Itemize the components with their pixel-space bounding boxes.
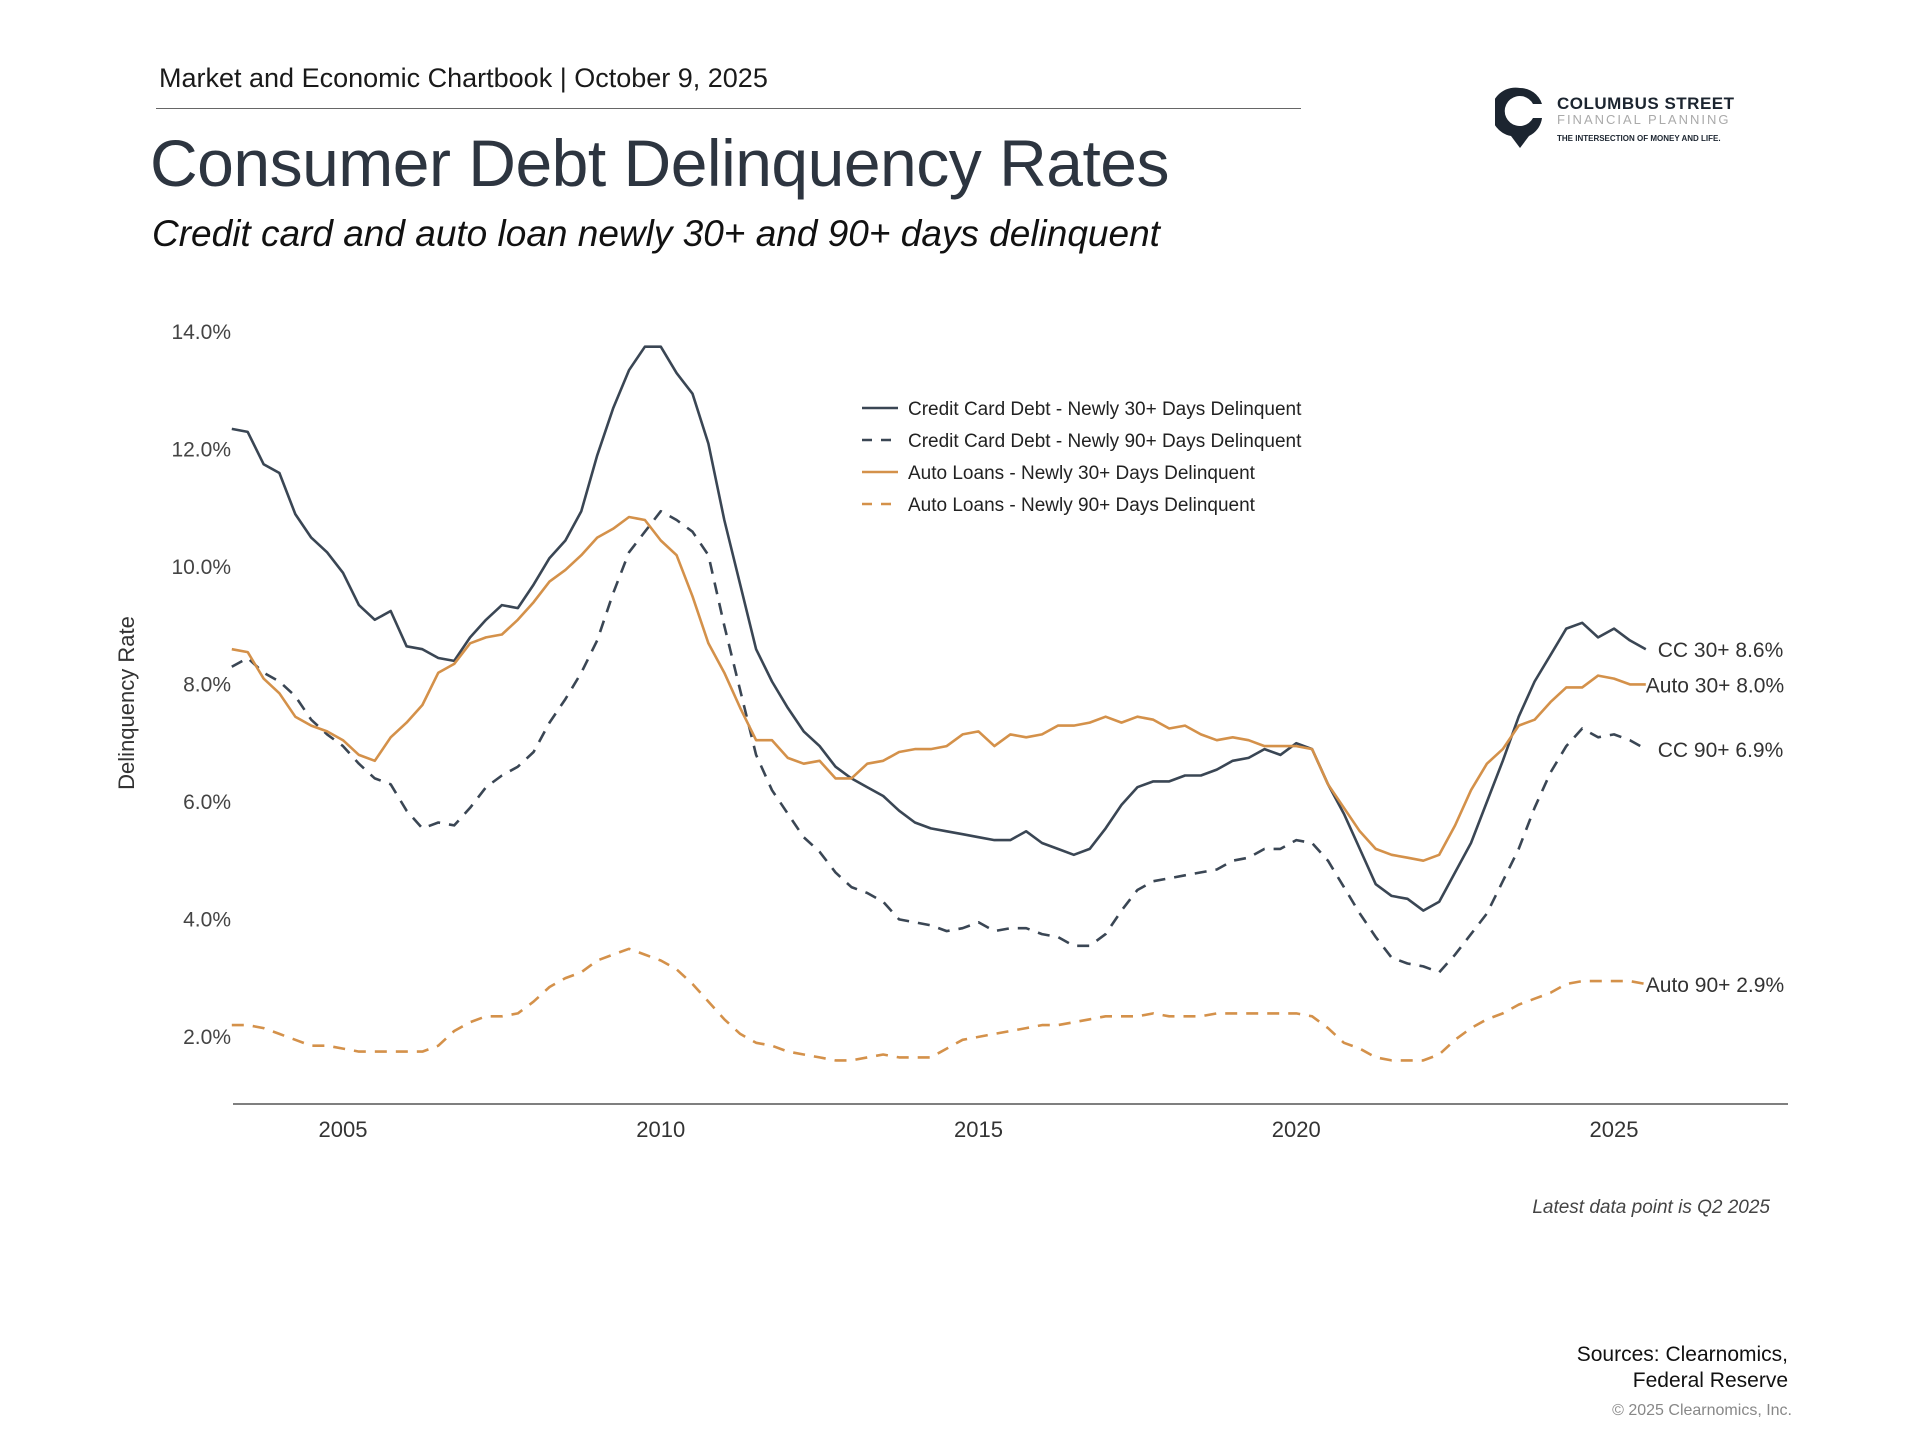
y-tick-label: 10.0%	[171, 556, 231, 579]
series-end-label: CC 30+ 8.6%	[1658, 639, 1784, 662]
x-tick-label: 2010	[636, 1117, 685, 1142]
y-tick-label: 2.0%	[183, 1026, 231, 1049]
chartbook-kicker: Market and Economic Chartbook | October …	[159, 63, 768, 93]
logo-pin-icon	[1495, 87, 1542, 148]
page-subtitle: Credit card and auto loan newly 30+ and …	[152, 213, 1160, 254]
sources-line-2: Federal Reserve	[1632, 1369, 1788, 1392]
x-tick-label: 2020	[1272, 1117, 1321, 1142]
y-tick-label: 14.0%	[171, 321, 231, 344]
y-tick-label: 6.0%	[183, 791, 231, 814]
latest-data-note: Latest data point is Q2 2025	[1532, 1197, 1770, 1218]
x-tick-label: 2005	[319, 1117, 368, 1142]
y-tick-label: 4.0%	[183, 908, 231, 931]
y-tick-label: 12.0%	[171, 438, 231, 461]
series-line-4	[231, 947, 1647, 1062]
copyright: © 2025 Clearnomics, Inc.	[1612, 1402, 1792, 1419]
legend-label: Auto Loans - Newly 90+ Days Delinquent	[908, 495, 1256, 516]
header-divider	[156, 108, 1301, 109]
sources-line-1: Sources: Clearnomics,	[1576, 1343, 1788, 1366]
logo-tagline: THE INTERSECTION OF MONEY AND LIFE.	[1557, 134, 1721, 143]
legend-label: Credit Card Debt - Newly 30+ Days Delinq…	[908, 399, 1302, 420]
series-end-label: CC 90+ 6.9%	[1658, 739, 1784, 762]
legend-label: Credit Card Debt - Newly 90+ Days Delinq…	[908, 431, 1302, 452]
legend-label: Auto Loans - Newly 30+ Days Delinquent	[908, 463, 1256, 484]
series-line-2	[231, 509, 1647, 974]
series-end-label: Auto 30+ 8.0%	[1646, 674, 1784, 697]
x-tick-label: 2025	[1590, 1117, 1639, 1142]
company-logo: COLUMBUS STREET FINANCIAL PLANNING THE I…	[1495, 87, 1735, 148]
logo-line2: FINANCIAL PLANNING	[1557, 112, 1731, 127]
series-end-label: Auto 90+ 2.9%	[1646, 974, 1784, 997]
series-line-3	[231, 515, 1646, 863]
y-axis-label: Delinquency Rate	[114, 616, 139, 790]
logo-name: COLUMBUS STREET	[1557, 94, 1735, 113]
series-line-1	[231, 345, 1647, 912]
y-tick-label: 8.0%	[183, 673, 231, 696]
x-tick-label: 2015	[954, 1117, 1003, 1142]
page-title: Consumer Debt Delinquency Rates	[150, 126, 1170, 200]
